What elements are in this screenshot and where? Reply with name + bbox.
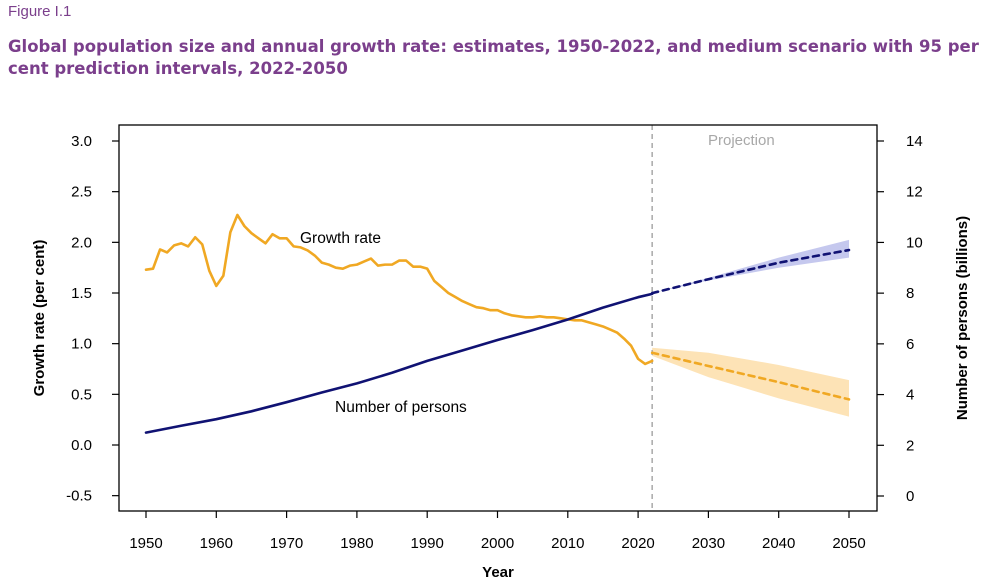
number-of-persons-projection-interval-band (652, 239, 849, 294)
y-left-tick-label: 0.0 (71, 437, 92, 454)
y-left-tick-label: 1.0 (71, 336, 92, 353)
x-tick-label: 2040 (762, 535, 795, 552)
x-tick-label: 2020 (621, 535, 654, 552)
y-right-tick-label: 6 (906, 336, 914, 353)
y-left-tick-label: -0.5 (66, 488, 92, 505)
y-right-tick-label: 0 (906, 488, 914, 505)
x-axis-title: Year (482, 564, 514, 581)
x-tick-label: 1950 (129, 535, 162, 552)
population-label: Number of persons (335, 399, 467, 416)
y-right-tick-label: 2 (906, 437, 914, 454)
figure-label: Figure I.1 (8, 3, 72, 20)
projection-label: Projection (708, 132, 775, 149)
figure-title: Global population size and annual growth… (8, 37, 979, 78)
y-left-tick-label: 0.5 (71, 386, 92, 403)
y-left-tick-label: 2.0 (71, 234, 92, 251)
growth-rate-label: Growth rate (300, 230, 381, 247)
x-tick-label: 1960 (200, 535, 233, 552)
y-right-tick-label: 10 (906, 234, 923, 251)
x-tick-label: 2000 (481, 535, 514, 552)
y-axis-left-title: Growth rate (per cent) (31, 240, 48, 397)
number-of-persons-line (144, 292, 654, 434)
plot-frame (118, 124, 878, 512)
x-tick-label: 2010 (551, 535, 584, 552)
number-of-persons-projection-line (650, 248, 851, 295)
x-tick-label: 2030 (692, 535, 725, 552)
growth-rate-projection-interval-band (652, 347, 849, 417)
x-tick-label: 1980 (340, 535, 373, 552)
y-left-tick-label: 3.0 (71, 133, 92, 150)
y-left-tick-label: 2.5 (71, 184, 92, 201)
y-right-tick-label: 4 (906, 387, 914, 404)
x-tick-label: 1970 (270, 535, 303, 552)
y-left-tick-label: 1.5 (71, 285, 92, 302)
y-right-tick-label: 8 (906, 285, 914, 302)
y-axis-right-title: Number of persons (billions) (954, 216, 971, 420)
growth-rate-projection-line (650, 351, 851, 401)
y-right-tick-label: 12 (906, 184, 923, 201)
y-right-tick-label: 14 (906, 133, 923, 150)
x-tick-label: 1990 (411, 535, 444, 552)
x-tick-label: 2050 (832, 535, 865, 552)
growth-rate-line (144, 213, 654, 366)
